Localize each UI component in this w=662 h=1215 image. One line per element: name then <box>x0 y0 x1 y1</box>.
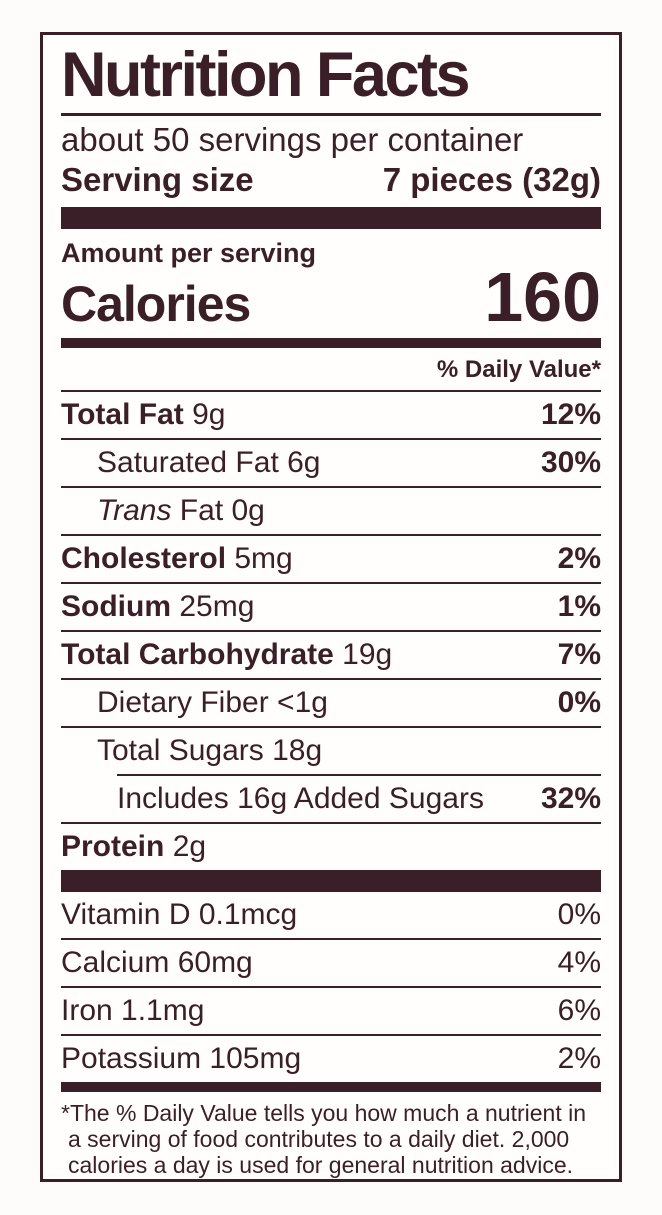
daily-value-header: % Daily Value* <box>436 356 601 383</box>
row-percent: 12% <box>540 398 601 431</box>
row-name: Dietary Fiber <1g <box>97 686 328 719</box>
serving-size-value: 7 pieces (32g) <box>382 161 601 198</box>
row-percent: 30% <box>540 446 601 479</box>
title-rule <box>61 113 601 116</box>
thick-divider-bar <box>61 870 601 892</box>
nutrient-row: Potassium 105mg 2% <box>61 1034 601 1082</box>
row-name: Potassium 105mg <box>61 1042 302 1075</box>
serving-size-row: Serving size 7 pieces (32g) <box>61 160 601 200</box>
row-name: Includes 16g Added Sugars <box>117 782 484 815</box>
row-name: Sodium 25mg <box>61 590 255 623</box>
row-percent: 2% <box>557 1042 601 1075</box>
thick-divider-bar <box>61 207 601 229</box>
calories-value: 160 <box>484 258 601 336</box>
medium-divider-bar <box>61 338 601 348</box>
row-percent: 6% <box>557 994 601 1027</box>
row-percent: 1% <box>557 590 601 623</box>
row-percent: 4% <box>557 946 601 979</box>
row-percent <box>591 495 601 527</box>
nutrient-row: Trans Fat 0g <box>61 486 601 534</box>
label-title: Nutrition Facts <box>61 40 471 110</box>
row-name: Total Fat 9g <box>61 398 226 431</box>
row-percent: 32% <box>540 782 601 815</box>
nutrition-facts-label: Nutrition Facts about 50 servings per co… <box>40 32 622 1182</box>
nutrient-row: Iron 1.1mg 6% <box>61 986 601 1034</box>
nutrient-row: Sodium 25mg 1% <box>61 582 601 630</box>
nutrient-row: Cholesterol 5mg 2% <box>61 534 601 582</box>
row-name: Protein 2g <box>61 830 207 863</box>
row-name: Total Carbohydrate 19g <box>61 638 393 671</box>
row-name: Total Sugars 18g <box>97 734 323 767</box>
nutrient-row: Calcium 60mg 4% <box>61 938 601 986</box>
row-name: Saturated Fat 6g <box>97 446 321 479</box>
nutrient-row: Dietary Fiber <1g 0% <box>61 678 601 726</box>
servings-per-container: about 50 servings per container <box>61 121 524 158</box>
nutrient-row: Vitamin D 0.1mcg 0% <box>61 892 601 938</box>
row-percent <box>591 831 601 863</box>
nutrient-row: Includes 16g Added Sugars 32% <box>117 774 601 822</box>
nutrient-row: Protein 2g <box>61 822 601 870</box>
row-percent: 2% <box>557 542 601 575</box>
medium-divider-bar <box>61 1082 601 1092</box>
footnote: *The % Daily Value tells you how much a … <box>61 1100 587 1178</box>
amount-per-serving-label: Amount per serving <box>61 238 317 268</box>
row-percent <box>591 735 601 767</box>
nutrient-row: Total Fat 9g 12% <box>61 390 601 438</box>
serving-size-label: Serving size <box>61 161 254 198</box>
nutrient-row: Total Sugars 18g <box>61 726 601 774</box>
row-name: Cholesterol 5mg <box>61 542 293 575</box>
row-percent: 0% <box>557 898 601 931</box>
calories-label: Calories <box>61 276 251 332</box>
nutrient-rows: Total Fat 9g 12% Saturated Fat 6g 30% Trans … <box>61 390 601 870</box>
calories-row: Calories 160 <box>61 258 601 336</box>
row-name: Vitamin D 0.1mcg <box>61 898 298 931</box>
row-name: Trans Fat 0g <box>97 494 265 527</box>
row-percent: 7% <box>557 638 601 671</box>
row-name: Calcium 60mg <box>61 946 253 979</box>
row-percent: 0% <box>557 686 601 719</box>
vitamin-rows: Vitamin D 0.1mcg 0% Calcium 60mg 4% Iron 1.1… <box>61 892 601 1082</box>
nutrient-row: Saturated Fat 6g 30% <box>61 438 601 486</box>
row-name: Iron 1.1mg <box>61 994 205 1027</box>
nutrient-row: Total Carbohydrate 19g 7% <box>61 630 601 678</box>
